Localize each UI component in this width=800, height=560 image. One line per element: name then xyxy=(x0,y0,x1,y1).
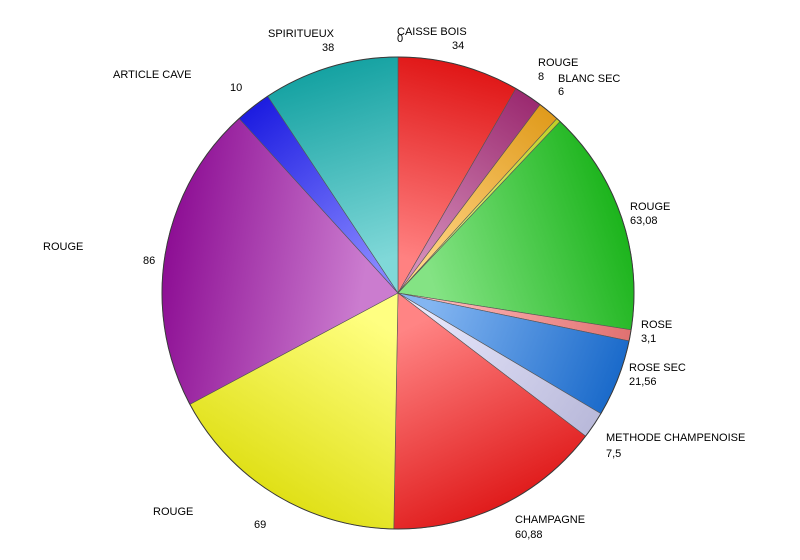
slice-value: 10 xyxy=(230,82,242,94)
slice-value: 86 xyxy=(143,255,155,267)
slice-label: SPIRITUEUX xyxy=(268,28,335,40)
slice-value: 6 xyxy=(558,86,564,98)
slice-value: 38 xyxy=(322,42,334,54)
slice-value: 8 xyxy=(538,71,544,83)
slice-label: ROSE xyxy=(641,319,672,331)
slice-label: ARTICLE CAVE xyxy=(113,69,191,81)
pie-outline xyxy=(161,56,635,530)
pie-slices xyxy=(161,56,635,530)
slice-label: CAISSE BOIS xyxy=(397,26,467,38)
slice-label: ROUGE xyxy=(630,201,670,213)
slice-label: CHAMPAGNE xyxy=(515,514,585,526)
slice-value: 21,56 xyxy=(629,376,657,388)
slice-value: 69 xyxy=(254,519,266,531)
slice-value: 63,08 xyxy=(630,215,658,227)
slice-value: 7,5 xyxy=(606,448,621,460)
slice-label: ROUGE xyxy=(153,506,193,518)
slice-label: ROUGE xyxy=(538,57,578,69)
slice-label: METHODE CHAMPENOISE xyxy=(606,432,745,444)
slice-value: 0 xyxy=(397,33,403,45)
slice-value: 60,88 xyxy=(515,529,543,541)
slice-label: ROUGE xyxy=(43,241,83,253)
slice-label: BLANC SEC xyxy=(558,73,620,85)
slice-label: ROSE SEC xyxy=(629,362,686,374)
slice-value: 34 xyxy=(452,40,464,52)
slice-value: 3,1 xyxy=(641,333,656,345)
